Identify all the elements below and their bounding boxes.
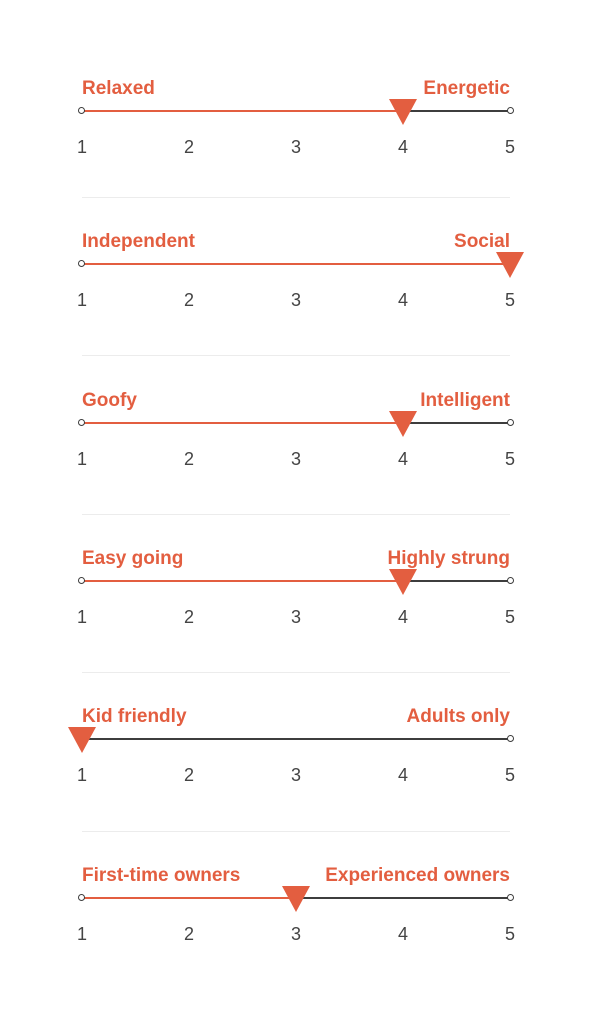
scale-track-fill — [82, 110, 403, 112]
scale-tick-label: 4 — [397, 924, 408, 944]
scale-tick-label: 2 — [183, 924, 194, 944]
scale-marker-handle[interactable] — [496, 252, 524, 278]
scale-track[interactable] — [78, 735, 514, 742]
scale-tick-label: 1 — [76, 290, 87, 310]
scale-right-label: Social — [454, 231, 510, 252]
scale-tick-labels: 1 2 3 4 5 — [77, 923, 515, 945]
scale-end-dot — [507, 419, 514, 426]
section-divider — [82, 514, 510, 515]
scale-tick-label: 3 — [290, 765, 301, 785]
scale-left-label: Easy going — [82, 548, 184, 569]
trait-scale-3: Goofy Intelligent 1 2 3 4 5 — [77, 390, 515, 500]
scale-tick-label: 3 — [290, 290, 301, 310]
scale-left-label: First-time owners — [82, 865, 241, 886]
scale-start-dot — [78, 419, 85, 426]
scale-start-dot — [78, 894, 85, 901]
scale-end-dot — [507, 735, 514, 742]
scale-tick-labels: 1 2 3 4 5 — [77, 289, 515, 311]
scale-tick-labels: 1 2 3 4 5 — [77, 136, 515, 158]
scale-tick-label: 2 — [183, 765, 194, 785]
section-divider — [82, 355, 510, 356]
scale-end-dot — [507, 894, 514, 901]
scale-tick-label: 5 — [504, 765, 515, 785]
scale-track-fill — [82, 422, 403, 424]
scale-track[interactable] — [78, 419, 514, 426]
scale-marker-handle[interactable] — [282, 886, 310, 912]
scale-tick-label: 3 — [290, 137, 301, 157]
section-divider — [82, 672, 510, 673]
scale-tick-labels: 1 2 3 4 5 — [77, 448, 515, 470]
scale-tick-label: 1 — [76, 449, 87, 469]
section-divider — [82, 197, 510, 198]
scale-tick-label: 5 — [504, 137, 515, 157]
scale-left-label: Relaxed — [82, 78, 155, 99]
scale-tick-label: 3 — [290, 924, 301, 944]
scale-tick-label: 5 — [504, 924, 515, 944]
scale-tick-label: 4 — [397, 449, 408, 469]
scale-marker-handle[interactable] — [389, 569, 417, 595]
scale-marker-handle[interactable] — [389, 99, 417, 125]
scale-tick-label: 3 — [290, 607, 301, 627]
scale-tick-label: 1 — [76, 607, 87, 627]
scale-tick-label: 5 — [504, 290, 515, 310]
scale-track-fill — [82, 263, 510, 265]
scale-track[interactable] — [78, 577, 514, 584]
scale-track-fill — [82, 897, 296, 899]
scale-track-fill — [82, 580, 403, 582]
scale-tick-label: 2 — [183, 290, 194, 310]
trait-scale-1: Relaxed Energetic 1 2 3 4 5 — [77, 78, 515, 188]
scale-tick-label: 3 — [290, 449, 301, 469]
scale-right-label: Highly strung — [387, 548, 510, 569]
scale-start-dot — [78, 260, 85, 267]
scale-tick-label: 5 — [504, 607, 515, 627]
trait-scale-2: Independent Social 1 2 3 4 5 — [77, 231, 524, 341]
scale-tick-label: 4 — [397, 137, 408, 157]
scale-tick-labels: 1 2 3 4 5 — [77, 606, 515, 628]
scale-end-dot — [507, 107, 514, 114]
scale-right-label: Intelligent — [420, 390, 510, 411]
scale-right-label: Energetic — [423, 78, 510, 99]
scale-start-dot — [78, 577, 85, 584]
scale-tick-label: 2 — [183, 137, 194, 157]
trait-scale-4: Easy going Highly strung 1 2 3 4 5 — [77, 548, 515, 658]
scale-start-dot — [78, 107, 85, 114]
scale-left-label: Independent — [82, 231, 195, 252]
scale-left-label: Goofy — [82, 390, 137, 411]
scale-tick-label: 2 — [183, 449, 194, 469]
scale-tick-label: 4 — [397, 765, 408, 785]
scale-right-label: Adults only — [406, 706, 510, 727]
scale-end-dot — [507, 577, 514, 584]
scale-tick-label: 4 — [397, 290, 408, 310]
section-divider — [82, 831, 510, 832]
scale-left-label: Kid friendly — [82, 706, 187, 727]
scale-tick-label: 4 — [397, 607, 408, 627]
scale-tick-label: 1 — [76, 137, 87, 157]
scale-tick-label: 1 — [76, 765, 87, 785]
scale-right-label: Experienced owners — [325, 865, 510, 886]
scale-marker-handle[interactable] — [389, 411, 417, 437]
scale-tick-label: 5 — [504, 449, 515, 469]
scale-tick-label: 1 — [76, 924, 87, 944]
scale-marker-handle[interactable] — [68, 727, 96, 753]
scale-tick-label: 2 — [183, 607, 194, 627]
trait-scale-5: Kid friendly Adults only 1 2 3 4 5 — [68, 706, 515, 816]
scale-tick-labels: 1 2 3 4 5 — [77, 764, 515, 786]
scale-track[interactable] — [78, 107, 514, 114]
trait-scale-6: First-time owners Experienced owners 1 2 3 4 5 — [77, 865, 515, 975]
scale-track[interactable] — [78, 260, 510, 267]
